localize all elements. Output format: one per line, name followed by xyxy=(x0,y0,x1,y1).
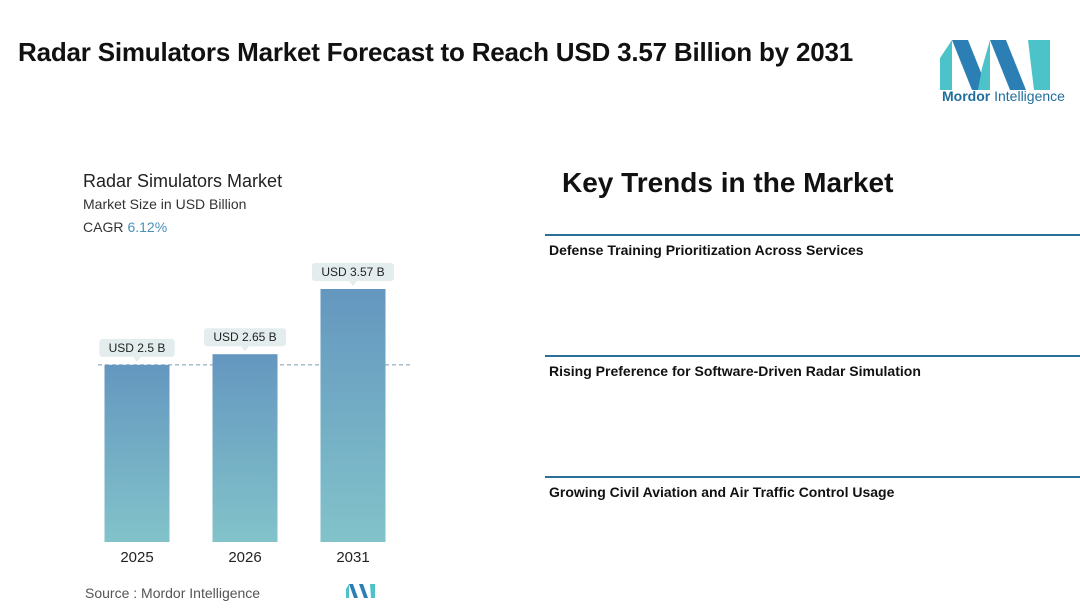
chart-subtitle: Market Size in USD Billion xyxy=(83,196,247,212)
cagr-label: CAGR xyxy=(83,219,124,235)
trend-label: Defense Training Prioritization Across S… xyxy=(549,242,864,258)
data-label-box xyxy=(312,263,394,281)
x-tick-label: 2026 xyxy=(228,549,261,566)
bar-2025 xyxy=(104,364,170,542)
data-label-pointer xyxy=(349,281,357,286)
chart-title: Radar Simulators Market xyxy=(83,171,283,191)
data-label-box xyxy=(204,328,286,347)
logo-wordmark: Mordor Intelligence xyxy=(942,88,1065,104)
trend-label: Rising Preference for Software-Driven Ra… xyxy=(549,363,921,379)
trend-item: Defense Training Prioritization Across S… xyxy=(545,234,1080,258)
trends-heading: Key Trends in the Market xyxy=(562,167,894,198)
cagr-value: 6.12% xyxy=(127,219,168,235)
data-label: USD 2.5 B xyxy=(109,341,166,355)
data-label-box xyxy=(99,338,175,357)
data-label-pointer xyxy=(133,356,141,362)
mordor-intelligence-logo xyxy=(940,40,1050,90)
x-tick-label: 2031 xyxy=(336,549,369,566)
trend-label: Growing Civil Aviation and Air Traffic C… xyxy=(549,484,895,500)
data-label-pointer xyxy=(241,346,249,352)
source-caption: Source : Mordor Intelligence xyxy=(85,585,261,601)
data-label: USD 2.65 B xyxy=(213,330,276,344)
data-label: USD 3.57 B xyxy=(321,265,384,279)
trend-item: Rising Preference for Software-Driven Ra… xyxy=(545,355,1080,379)
x-tick-label: 2025 xyxy=(120,549,153,566)
cagr-row: CAGR 6.12% xyxy=(83,219,167,235)
bar-2031 xyxy=(320,289,386,542)
source-logo-icon xyxy=(346,584,375,598)
trend-item: Growing Civil Aviation and Air Traffic C… xyxy=(545,476,1080,500)
bar-chart: USD 2.5 B 2025 USD 2.65 B 2026 USD 3.57 B 203… xyxy=(98,263,410,566)
page-title: Radar Simulators Market Forecast to Reac… xyxy=(18,37,853,67)
bar-2026 xyxy=(212,354,278,542)
